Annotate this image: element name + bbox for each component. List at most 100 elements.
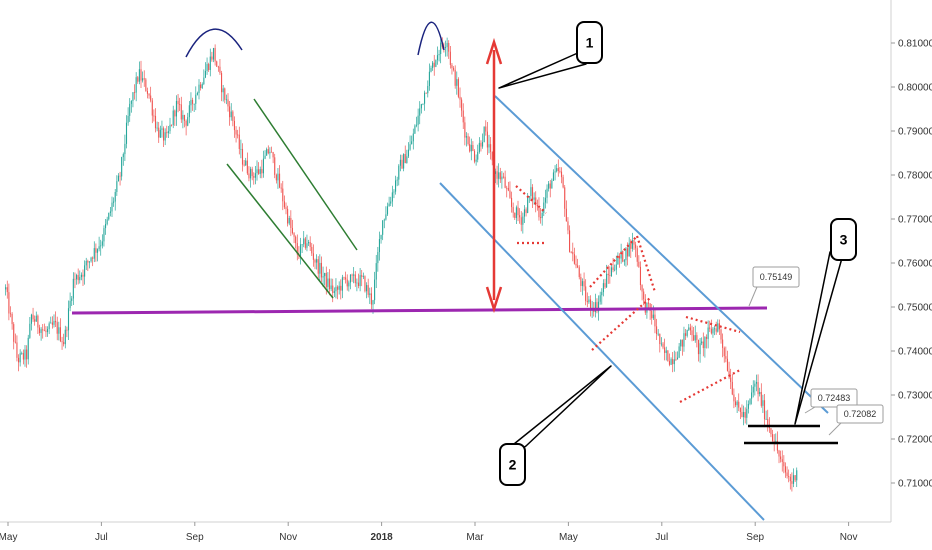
candle-body	[259, 169, 261, 174]
candle-body	[332, 285, 334, 293]
candle-body	[589, 299, 592, 310]
candle-body	[755, 382, 758, 384]
candle-body	[583, 281, 585, 287]
top-arc-second	[417, 21, 445, 56]
candle-body	[348, 282, 350, 287]
candle-body	[114, 192, 116, 202]
candle-body	[573, 254, 575, 264]
y-tick-label: 0.79000	[898, 127, 932, 138]
candle-body	[712, 328, 714, 334]
candle-body	[580, 277, 582, 286]
candle-body	[143, 78, 145, 80]
candle-body	[498, 172, 500, 179]
candle-body	[364, 276, 366, 292]
candle-body	[554, 171, 556, 173]
candle-body	[472, 145, 474, 151]
candle-body	[643, 291, 645, 300]
candle-body	[610, 267, 613, 276]
candle-body	[749, 398, 751, 404]
candle-body	[380, 234, 382, 240]
candle-body	[411, 141, 413, 145]
candle-body	[291, 228, 293, 234]
x-tick-label: 2018	[370, 532, 393, 543]
y-tick-label: 0.74000	[898, 347, 932, 358]
candle-body	[64, 329, 66, 345]
candle-body	[560, 171, 563, 178]
candle-body	[351, 274, 353, 276]
candle-body	[781, 459, 783, 462]
candle-body	[270, 151, 273, 153]
candle-body	[420, 104, 422, 109]
candle-body	[406, 156, 408, 164]
candle-body	[691, 330, 693, 336]
candle-body	[728, 370, 730, 378]
candle-body	[404, 154, 406, 164]
candle-body	[154, 115, 157, 129]
candle-body	[556, 168, 558, 172]
candle-body	[325, 272, 327, 287]
candle-body	[92, 257, 94, 259]
x-tick-label: May	[0, 532, 17, 543]
candle-body	[61, 341, 63, 343]
candle-body	[464, 122, 466, 138]
candle-body	[549, 183, 551, 189]
candle-body	[105, 224, 107, 229]
candle-body	[683, 333, 685, 347]
candle-body	[689, 327, 691, 331]
candle-body	[515, 207, 517, 218]
candle-body	[572, 251, 574, 255]
candle-body	[121, 157, 123, 177]
candle-body	[507, 187, 509, 191]
candle-body	[129, 103, 131, 116]
candle-body	[11, 313, 13, 325]
candle-body	[285, 207, 287, 209]
pattern-2-lower	[591, 297, 651, 351]
candle-body	[5, 287, 7, 290]
candle-body	[415, 124, 418, 126]
candle-body	[625, 248, 627, 261]
candle-body	[517, 207, 519, 216]
candle-body	[630, 243, 632, 249]
candle-body	[113, 201, 115, 203]
candle-body	[282, 188, 284, 202]
candle-body	[641, 285, 643, 292]
candle-body	[564, 187, 566, 209]
candle-body	[617, 255, 619, 265]
candle-body	[647, 302, 650, 304]
candle-body	[496, 171, 498, 179]
candle-body	[34, 319, 36, 322]
candle-body	[586, 300, 588, 303]
candle-body	[161, 128, 163, 130]
horizontal-level-line	[71, 306, 768, 315]
candle-body	[662, 343, 664, 348]
candle-body	[130, 100, 132, 104]
candle-body	[266, 149, 268, 156]
candle-body	[794, 475, 796, 481]
price-callout-box	[810, 388, 858, 408]
candle-body	[253, 176, 255, 178]
candle-body	[179, 104, 181, 105]
candle-body	[63, 342, 65, 345]
candle-body	[151, 100, 153, 116]
candle-body	[446, 43, 448, 48]
candle-body	[767, 418, 769, 425]
candle-body	[390, 201, 392, 204]
candle-body	[58, 327, 60, 334]
candle-body	[701, 341, 703, 344]
candle-body	[599, 295, 601, 302]
candle-body	[757, 382, 759, 395]
candle-body	[546, 188, 548, 198]
candle-body	[449, 51, 451, 65]
candle-body	[686, 329, 688, 336]
candle-body	[370, 293, 372, 305]
candle-body	[569, 230, 571, 252]
candle-body	[77, 275, 79, 281]
candle-body	[48, 323, 50, 330]
candle-body	[47, 329, 49, 333]
candle-body	[142, 78, 144, 81]
candle-body	[32, 314, 34, 320]
candle-body	[730, 377, 732, 382]
y-tick-label: 0.75000	[898, 303, 932, 314]
candle-body	[80, 274, 82, 278]
candle-body	[386, 206, 389, 215]
